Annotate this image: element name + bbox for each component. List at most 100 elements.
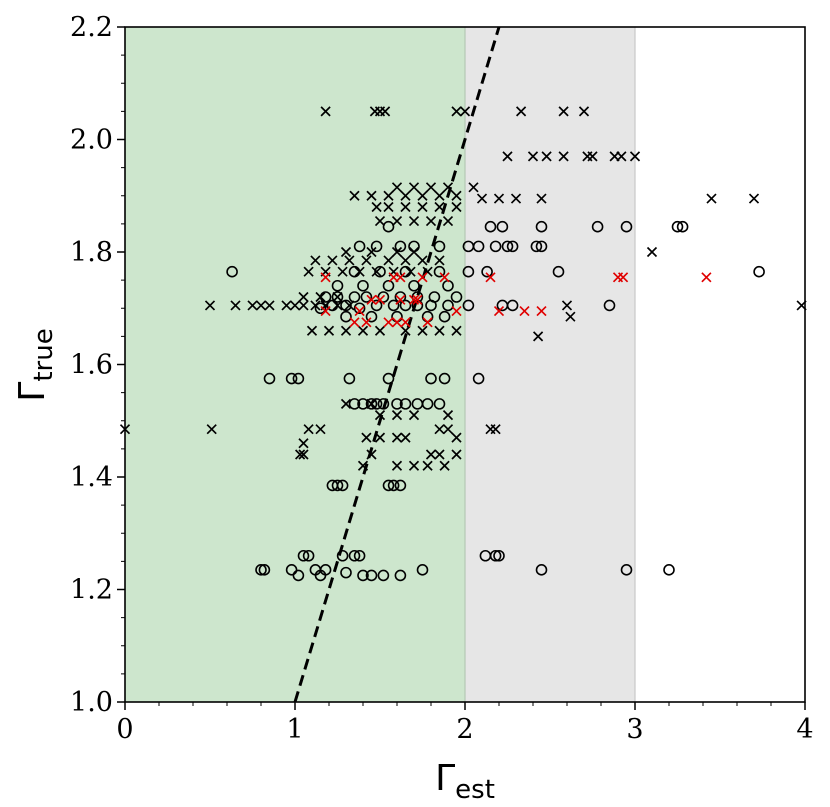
data-point-circle (552, 265, 565, 278)
data-point-circle (348, 549, 361, 562)
data-point-x (289, 300, 301, 311)
data-point-x (510, 193, 522, 204)
shaded-regions (125, 27, 636, 702)
data-point-x (439, 460, 450, 471)
data-point-x (442, 215, 454, 227)
data-point-circle (411, 291, 424, 303)
data-point-circle (387, 479, 400, 492)
data-point-circle (408, 279, 420, 292)
data-point-x (561, 300, 573, 311)
data-point-circle (442, 299, 454, 312)
data-point-x (366, 246, 377, 258)
data-point-circle (391, 398, 403, 410)
x-tick-label: 3 (626, 714, 643, 745)
data-point-x (408, 182, 420, 193)
data-point-circle (603, 299, 616, 312)
data-point-x (247, 300, 258, 311)
data-point-x (536, 193, 547, 204)
data-point-x-red (374, 294, 386, 305)
data-point-circle (331, 279, 344, 292)
data-point-circle (484, 220, 497, 233)
data-point-x (327, 255, 338, 266)
data-point-x (434, 201, 445, 213)
data-point-x (337, 266, 348, 277)
data-point-x-red (400, 317, 411, 328)
data-point-x (422, 460, 433, 471)
data-point-x-red (320, 272, 331, 283)
data-point-x (442, 410, 454, 421)
data-point-x (476, 193, 488, 204)
data-point-x (468, 182, 479, 193)
data-point-circle (399, 398, 412, 410)
reference-line (293, 26, 501, 703)
data-point-circle (394, 479, 407, 492)
data-point-circle (357, 398, 369, 410)
data-point-x (298, 438, 309, 449)
data-point-x (408, 410, 420, 421)
data-point-x (408, 246, 420, 258)
data-point-circle (314, 302, 327, 315)
data-point-x (425, 449, 437, 460)
data-point-x (442, 424, 454, 435)
data-point-circle (374, 265, 386, 278)
data-point-circle (438, 310, 451, 323)
data-point-x (400, 325, 411, 336)
data-point-circle (340, 299, 352, 312)
data-point-x (434, 449, 445, 460)
data-point-x-red (361, 317, 372, 328)
data-point-circle (382, 220, 395, 233)
data-point-x-red (408, 294, 420, 305)
y-axis-label: Γtrue (12, 328, 59, 401)
shaded-region-1 (125, 27, 465, 702)
data-point-circle (676, 220, 689, 233)
data-point-x (204, 300, 216, 311)
data-point-x-red (412, 294, 423, 305)
data-point-x-red (485, 272, 496, 283)
data-point-x (434, 190, 445, 201)
data-point-x (565, 311, 576, 322)
data-point-circle (357, 279, 369, 292)
y-tick-label: 1.0 (70, 687, 113, 718)
data-point-circle (591, 220, 604, 233)
data-point-circle (377, 291, 390, 303)
data-point-circle (292, 569, 305, 582)
data-point-circle (382, 279, 395, 292)
data-point-x (400, 190, 411, 201)
data-point-circle (530, 240, 543, 253)
data-point-x-red (536, 305, 547, 317)
data-point-circle (365, 569, 378, 582)
data-point-x-red (395, 294, 406, 305)
data-point-circle (433, 240, 446, 253)
data-point-circle (331, 291, 344, 303)
data-point-x (451, 201, 462, 213)
data-point-circle (353, 549, 366, 562)
data-point-x (374, 325, 386, 336)
data-point-circle (348, 291, 361, 303)
data-point-x (417, 255, 428, 266)
data-point-x (490, 424, 501, 435)
data-point-x (434, 325, 445, 336)
data-point-circle (438, 372, 451, 385)
data-point-x (451, 325, 462, 336)
data-point-x (383, 201, 394, 213)
data-point-x-red (395, 272, 406, 283)
data-point-circle (399, 299, 412, 312)
data-point-x (391, 182, 403, 193)
data-point-circle (336, 549, 349, 562)
data-point-x (298, 449, 309, 460)
data-point-x (374, 410, 386, 421)
data-point-circle (319, 564, 332, 576)
data-point-circle (450, 291, 463, 303)
data-point-circle (496, 220, 509, 233)
data-point-circle (285, 372, 298, 385)
data-point-x (417, 190, 428, 201)
data-point-circle (394, 240, 407, 253)
data-point-x (366, 398, 377, 409)
data-point-x (315, 291, 326, 303)
data-point-x (451, 432, 462, 443)
data-point-x (366, 449, 377, 460)
data-point-circle (472, 372, 485, 385)
data-point-x (340, 325, 352, 336)
data-point-x (706, 193, 717, 204)
data-point-circle (421, 398, 434, 410)
